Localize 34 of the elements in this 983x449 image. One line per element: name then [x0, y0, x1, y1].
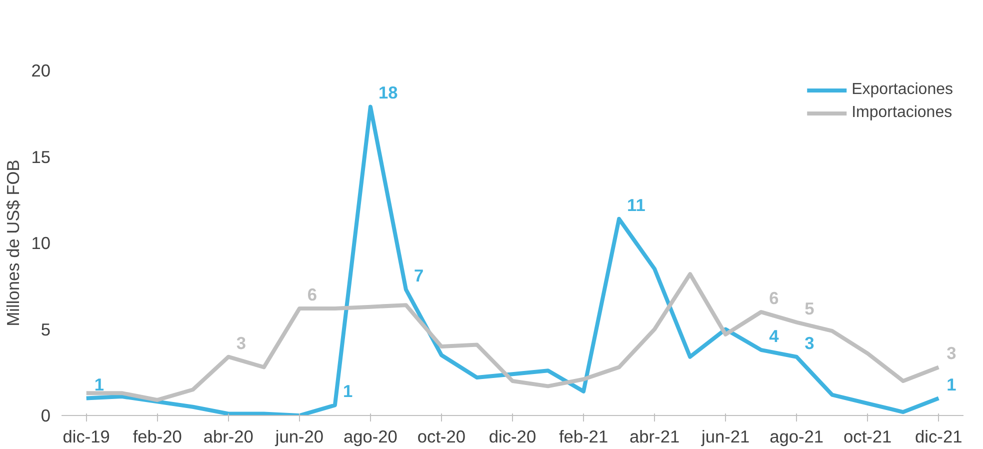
- y-tick-label: 5: [40, 319, 51, 340]
- data-label: 1: [946, 374, 957, 394]
- y-tick-label: 15: [31, 146, 51, 167]
- x-tick-label: oct-20: [417, 426, 466, 446]
- x-tick-label: oct-21: [844, 426, 892, 446]
- x-tick-label: feb-20: [132, 426, 182, 446]
- y-axis-title: Millones de US$ FOB: [3, 160, 24, 326]
- x-tick-label: abr-21: [630, 426, 680, 446]
- data-label: 11: [627, 194, 646, 215]
- data-label: 3: [236, 332, 246, 353]
- data-label: 6: [307, 284, 318, 305]
- legend-label: Exportaciones: [852, 81, 953, 99]
- data-label: 6: [769, 288, 780, 308]
- x-tick-label: ago-20: [343, 426, 398, 446]
- x-tick-label: dic-19: [62, 426, 110, 446]
- data-label: 1: [94, 374, 104, 394]
- y-tick-label: 20: [31, 60, 51, 80]
- x-tick-label: jun-21: [700, 426, 750, 446]
- x-tick-label: jun-20: [274, 426, 324, 446]
- x-tick-label: dic-20: [488, 426, 536, 446]
- legend-label: Importaciones: [852, 104, 952, 122]
- y-tick-label: 0: [40, 406, 51, 426]
- data-label: 5: [804, 298, 815, 318]
- data-label: 7: [414, 266, 424, 286]
- data-label: 3: [946, 343, 957, 364]
- data-label: 4: [769, 326, 780, 346]
- y-tick-label: 10: [31, 233, 51, 253]
- x-tick-label: dic-21: [915, 426, 962, 446]
- x-tick-label: feb-21: [558, 426, 608, 446]
- data-label: 18: [378, 82, 398, 103]
- data-label: 1: [342, 381, 353, 402]
- x-tick-label: ago-21: [770, 426, 824, 446]
- x-tick-label: abr-20: [203, 426, 254, 446]
- data-label: 3: [804, 332, 815, 353]
